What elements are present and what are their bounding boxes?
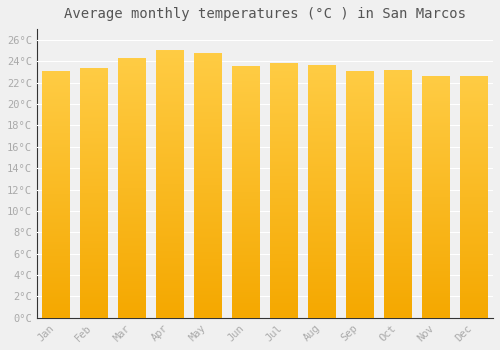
Bar <box>422 76 450 318</box>
Bar <box>460 76 487 318</box>
Bar <box>346 72 374 318</box>
Bar <box>80 69 108 318</box>
Bar <box>156 50 184 318</box>
Bar <box>308 65 336 318</box>
Bar <box>232 66 260 318</box>
Bar <box>118 58 146 318</box>
Title: Average monthly temperatures (°C ) in San Marcos: Average monthly temperatures (°C ) in Sa… <box>64 7 466 21</box>
Bar <box>384 71 411 318</box>
Bar <box>270 63 297 318</box>
Bar <box>194 54 222 318</box>
Bar <box>42 72 70 318</box>
